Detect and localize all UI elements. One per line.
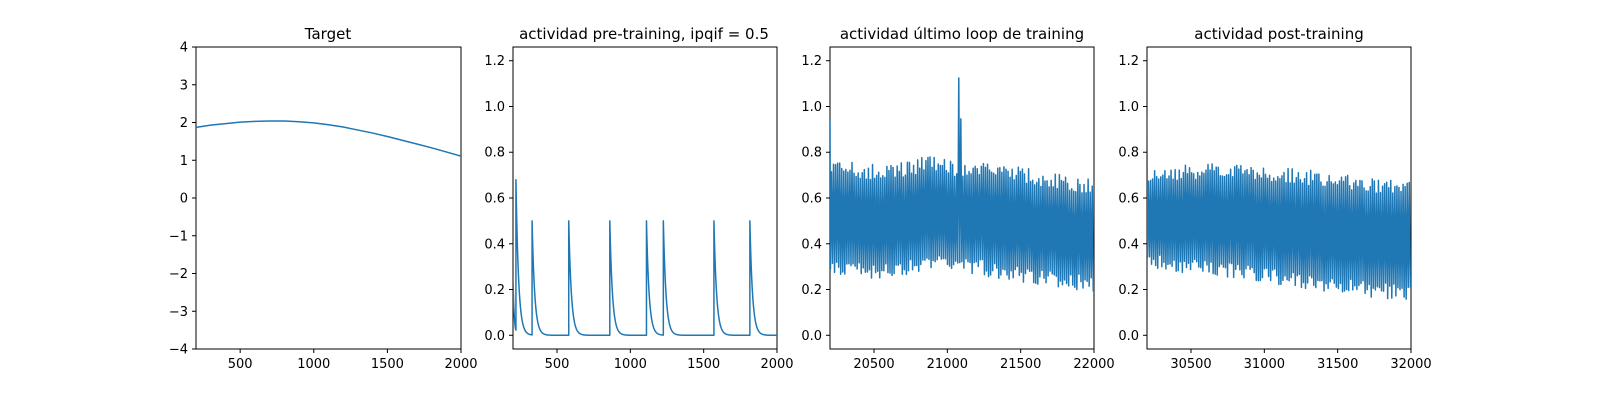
x-tick-label: 32000 [1390,357,1431,372]
y-tick-label: 0.6 [801,192,822,207]
x-tick-label: 30500 [1170,357,1211,372]
x-tick-label: 500 [228,357,253,372]
subplot-title: actividad post-training [1194,25,1363,43]
y-tick-label: 1.2 [484,54,505,69]
series-line [830,77,1094,292]
x-tick-label: 21000 [927,357,968,372]
subplot-pre-training: actividad pre-training, ipqif = 0.5 500 1… [484,25,793,372]
y-tick-label: 1.2 [801,54,822,69]
series-line [513,178,777,337]
y-tick-label: 0.8 [1118,146,1139,161]
y-tick-label: 0.8 [801,146,822,161]
subplot-title: actividad último loop de training [840,25,1084,43]
y-tick-label: 0.8 [484,146,505,161]
subplot-target: Target 500 1000 1500 2000 −4 −3 −2 −1 0 1 2 3 4 [169,25,478,372]
y-tick-label: 1.0 [1118,100,1139,115]
x-tick-label: 22000 [1073,357,1114,372]
y-tick-label: −4 [169,343,188,358]
y-tick-label: 1.2 [1118,54,1139,69]
subplot-post-training: actividad post-training 30500 31000 31500 3… [1118,25,1431,372]
x-tick-label: 1000 [297,357,330,372]
y-tick-label: 0.2 [801,283,822,298]
y-tick-label: −2 [169,267,188,282]
series-line [1147,117,1411,300]
subplot-last-training-loop: actividad último loop de training 20500 2… [801,25,1114,372]
x-tick-label: 31500 [1317,357,1358,372]
y-tick-label: 0.0 [801,329,822,344]
y-tick-label: 1 [180,154,188,169]
x-tick-label: 2000 [760,357,793,372]
y-tick-label: 0.0 [1118,329,1139,344]
y-tick-label: 0.4 [484,237,505,252]
series-line [196,120,461,157]
x-tick-label: 2000 [444,357,477,372]
subplot-title: actividad pre-training, ipqif = 0.5 [519,25,769,43]
y-tick-label: −3 [169,305,188,320]
y-tick-label: 0.6 [1118,192,1139,207]
x-tick-label: 1500 [371,357,404,372]
x-tick-label: 20500 [853,357,894,372]
y-tick-label: 0.4 [1118,237,1139,252]
x-tick-label: 1500 [687,357,720,372]
y-tick-label: 0.2 [1118,283,1139,298]
y-tick-label: 0 [180,192,188,207]
x-tick-label: 31000 [1244,357,1285,372]
y-tick-label: 1.0 [801,100,822,115]
subplot-title: Target [304,25,352,43]
y-tick-label: 0.4 [801,237,822,252]
x-tick-label: 21500 [1000,357,1041,372]
x-tick-label: 500 [545,357,570,372]
y-tick-label: 1.0 [484,100,505,115]
y-tick-label: 2 [180,116,188,131]
y-tick-label: 4 [180,41,188,56]
x-tick-label: 1000 [614,357,647,372]
y-tick-label: 0.6 [484,192,505,207]
y-tick-label: −1 [169,229,188,244]
y-tick-label: 3 [180,78,188,93]
y-tick-label: 0.2 [484,283,505,298]
y-tick-label: 0.0 [484,329,505,344]
